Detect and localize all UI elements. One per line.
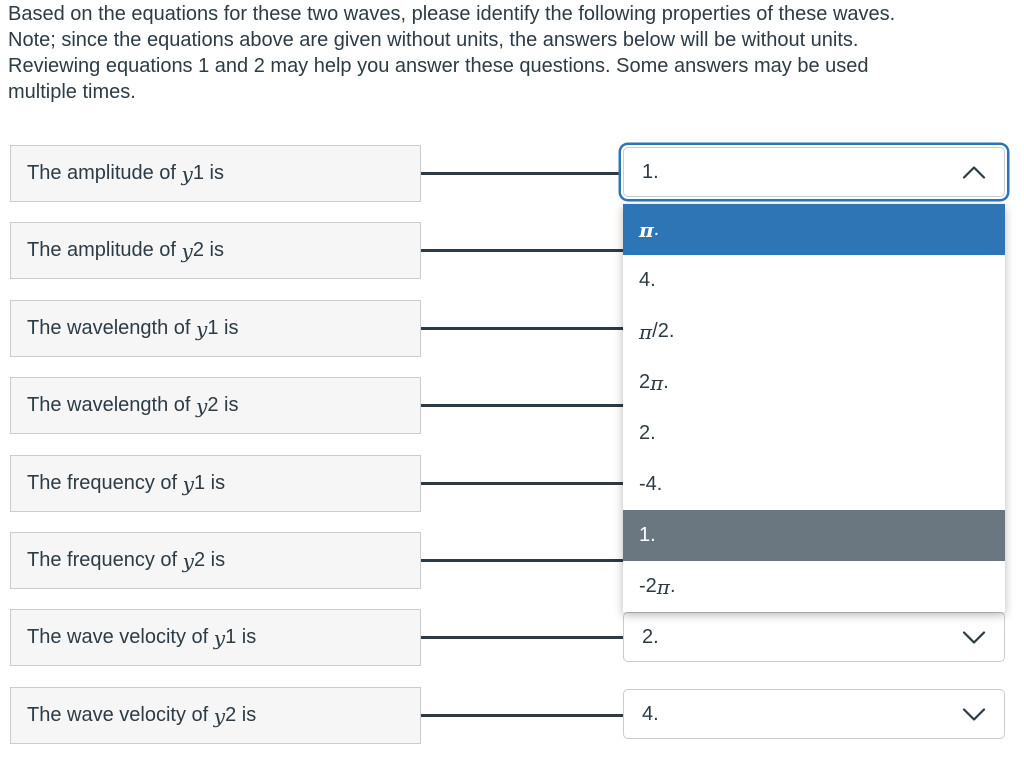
question-text: is [205,472,226,494]
connector-line [421,482,623,485]
option-text: . [663,371,669,393]
select-value: 4. [642,702,659,725]
math-var: y [182,471,194,496]
question-text: The wavelength of [27,394,196,416]
question-text: is [218,394,239,416]
question-text: The wave velocity of [27,626,214,648]
math-var: y [181,238,193,263]
option-text: 1. [639,524,656,546]
math-var: y [196,316,208,341]
dropdown-option[interactable]: -4. [623,459,1005,510]
pi-symbol: π [650,370,664,395]
question-text: The amplitude of [27,239,182,261]
math-index: 2 [207,394,219,416]
dropdown-option[interactable]: 1. [623,510,1005,561]
instructions-line: Note; since the equations above are give… [8,29,859,51]
option-text: . [669,575,676,597]
dropdown-option[interactable]: -2 π. [623,561,1005,612]
math-var: y [196,393,208,418]
option-text: . [653,218,660,240]
question-instructions: Based on the equations for these two wav… [8,1,1020,105]
connector-line [421,327,623,330]
question-text: The amplitude of [27,162,182,184]
select-value: 2. [642,625,659,648]
option-text: /2. [652,320,675,342]
instructions-line: multiple times. [8,81,136,103]
question-text: is [218,317,239,339]
answer-select[interactable]: 4. [623,689,1005,739]
dropdown-option[interactable]: π/2. [623,306,1005,357]
chevron-down-icon [962,707,986,721]
option-text: 2. [639,422,656,444]
question-text: is [203,162,224,184]
connector-line [421,559,623,562]
dropdown-option[interactable]: 2. [623,408,1005,459]
answer-select[interactable]: 2. [623,612,1005,662]
option-text: 2 [639,371,651,393]
math-var: y [182,548,194,573]
connector-line [421,714,623,717]
math-index: 1 [193,472,206,494]
option-text: -2 [639,575,657,597]
option-text: -4. [639,473,663,495]
dropdown-option[interactable]: 4. [623,255,1005,306]
connector-line [421,636,623,639]
question-text: is [236,626,257,648]
connector-line [421,172,623,175]
math-index: 2 [192,239,204,261]
question-text: is [205,549,226,571]
connector-line [421,404,623,407]
math-var: y [181,161,193,186]
select-value: 1. [642,160,659,183]
connector-line [421,249,623,252]
question-text: is [203,239,224,261]
dropdown-option[interactable]: π. [623,204,1005,255]
math-index: 2 [225,704,237,726]
question-text: is [236,704,257,726]
math-var: y [213,703,226,728]
option-text: 4. [639,269,656,291]
math-index: 1 [225,626,237,648]
question-text: The wave velocity of [27,704,214,726]
pi-symbol: π [656,574,670,599]
math-var: y [213,625,226,650]
pi-symbol: π [639,217,654,242]
question-text: The wavelength of [27,317,196,339]
pi-symbol: π [639,319,653,344]
math-index: 2 [193,549,206,571]
math-index: 1 [207,317,219,339]
question-text: The frequency of [27,549,183,571]
chevron-down-icon [962,630,986,644]
answer-select-open[interactable]: 1. [623,147,1005,197]
math-index: 1 [192,162,204,184]
instructions-line: Reviewing equations 1 and 2 may help you… [8,55,869,77]
instructions-line: Based on the equations for these two wav… [8,3,896,25]
chevron-up-icon [962,165,986,179]
question-text: The frequency of [27,472,183,494]
